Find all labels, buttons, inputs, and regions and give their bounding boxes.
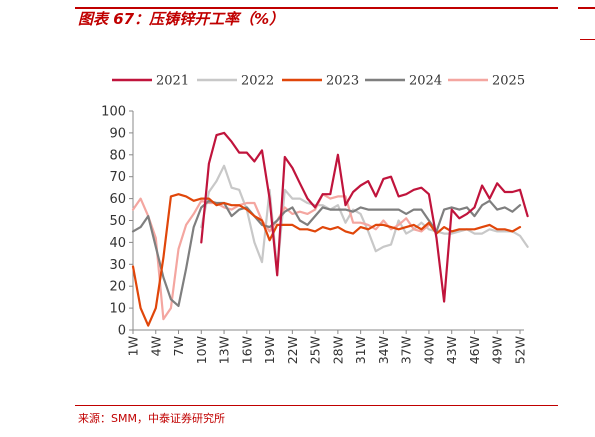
plot-area — [131, 131, 529, 327]
y-tick-label: 100 — [101, 105, 126, 120]
x-tick-label: 4W — [148, 336, 163, 356]
x-tick-label: 1W — [126, 336, 141, 356]
y-tick-label: 30 — [109, 258, 126, 273]
y-tick-label: 70 — [109, 170, 126, 185]
x-tick-label: 7W — [171, 336, 186, 356]
y-tick-label: 10 — [109, 302, 126, 317]
series-line-2023 — [131, 193, 522, 327]
series-line-2021 — [200, 131, 529, 303]
x-tick-label: 31W — [353, 336, 368, 364]
legend-label-2023: 2023 — [326, 74, 359, 89]
chart-title: 图表 67：压铸锌开工率（%） — [78, 10, 285, 28]
series-line-2022 — [200, 164, 529, 272]
y-axis: 0 10 20 30 40 50 60 70 80 90 100 — [101, 105, 134, 339]
y-tick-label: 90 — [109, 126, 126, 141]
x-tick-label: 28W — [330, 336, 345, 364]
side-rule — [580, 39, 595, 40]
y-tick-label: 20 — [109, 280, 126, 295]
y-tick-label: 50 — [109, 214, 126, 229]
x-tick-label: 25W — [308, 336, 323, 364]
y-tick-label: 60 — [109, 192, 126, 207]
legend-label-2025: 2025 — [492, 74, 525, 89]
x-tick-label: 49W — [490, 336, 505, 364]
x-tick-label: 40W — [421, 336, 436, 364]
footer-rule — [75, 405, 558, 406]
x-tick-label: 16W — [239, 336, 254, 364]
x-tick-label: 10W — [194, 336, 209, 364]
series-line-2024 — [131, 199, 522, 307]
x-tick-label: 46W — [467, 336, 482, 364]
x-tick-label: 22W — [285, 336, 300, 364]
x-tick-label: 43W — [444, 336, 459, 364]
x-tick-label: 37W — [399, 336, 414, 364]
legend-label-2021: 2021 — [156, 74, 189, 89]
x-tick-label: 34W — [376, 336, 391, 364]
x-tick-label: 52W — [513, 336, 528, 364]
x-tick-label: 13W — [217, 336, 232, 364]
x-axis: 1W 4W 7W 10W 13W 16W 19W 22W 25W 28W 31W 34W 37W 40W 4… — [126, 329, 528, 364]
y-tick-label: 0 — [118, 324, 126, 339]
title-rule — [75, 7, 558, 9]
source-note: 来源：SMM，中泰证券研究所 — [78, 412, 225, 425]
y-tick-label: 40 — [109, 236, 126, 251]
title-rule-right — [578, 7, 595, 9]
x-tick-label: 19W — [262, 336, 277, 364]
chart-legend: 2021 2022 2023 2024 2025 — [112, 74, 525, 89]
legend-label-2024: 2024 — [409, 74, 442, 89]
y-tick-label: 80 — [109, 148, 126, 163]
legend-label-2022: 2022 — [241, 74, 274, 89]
